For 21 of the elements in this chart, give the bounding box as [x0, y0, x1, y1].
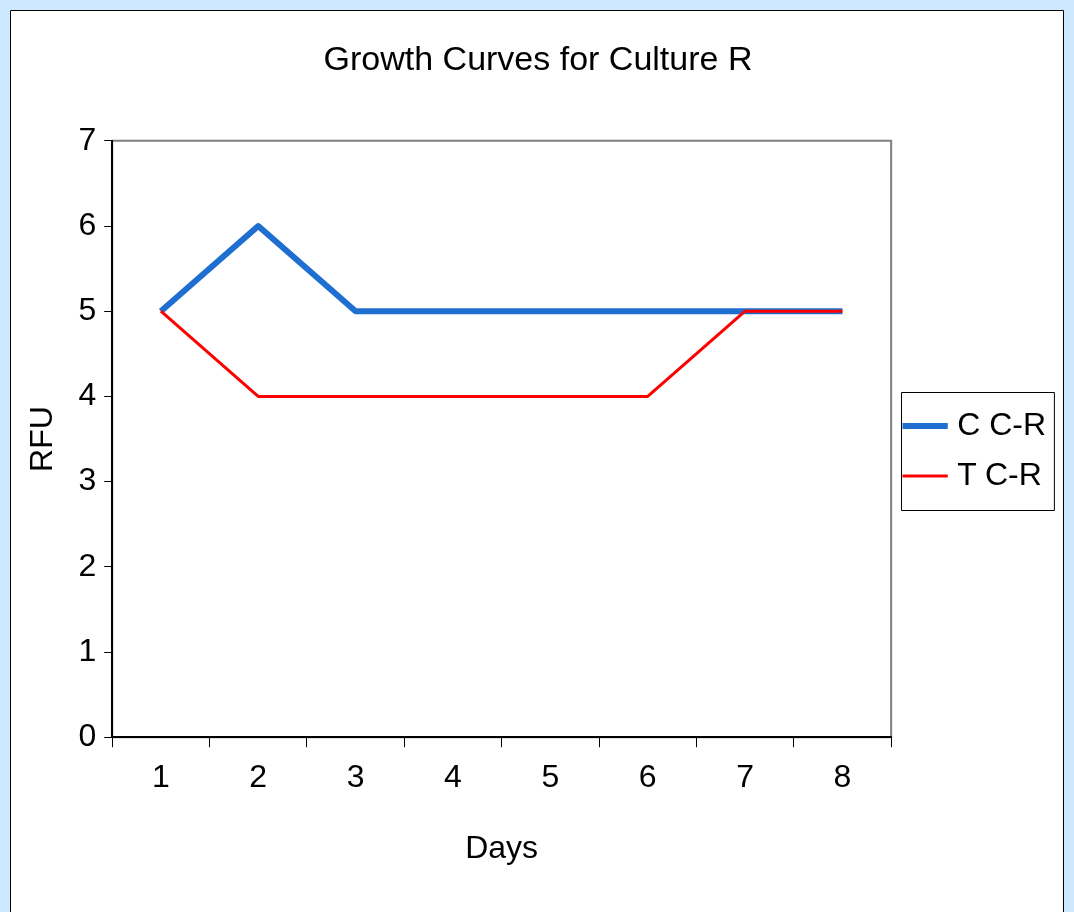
legend-label: T C-R [957, 455, 1042, 492]
x-tick-label: 7 [736, 758, 754, 795]
legend-label: C C-R [957, 405, 1046, 442]
chart-title: Growth Curves for Culture R [323, 38, 753, 77]
y-tick-label: 5 [78, 291, 97, 328]
y-tick-label: 0 [78, 717, 97, 754]
x-tick-label: 3 [346, 758, 365, 795]
y-tick-label: 3 [78, 461, 97, 498]
x-tick-label: 4 [444, 758, 462, 795]
y-tick-label: 4 [78, 376, 97, 413]
x-tick-label: 2 [249, 758, 268, 795]
x-tick-label: 1 [151, 758, 170, 795]
y-tick-label: 6 [78, 205, 97, 242]
y-tick-label: 7 [78, 120, 97, 157]
x-tick-label: 8 [833, 758, 852, 795]
x-axis-title: Days [465, 828, 539, 865]
x-tick-label: 5 [541, 758, 560, 795]
y-tick-label: 2 [78, 546, 97, 583]
y-tick-label: 1 [78, 631, 97, 668]
y-axis-title: RFU [23, 406, 60, 472]
x-tick-label: 6 [638, 758, 657, 795]
